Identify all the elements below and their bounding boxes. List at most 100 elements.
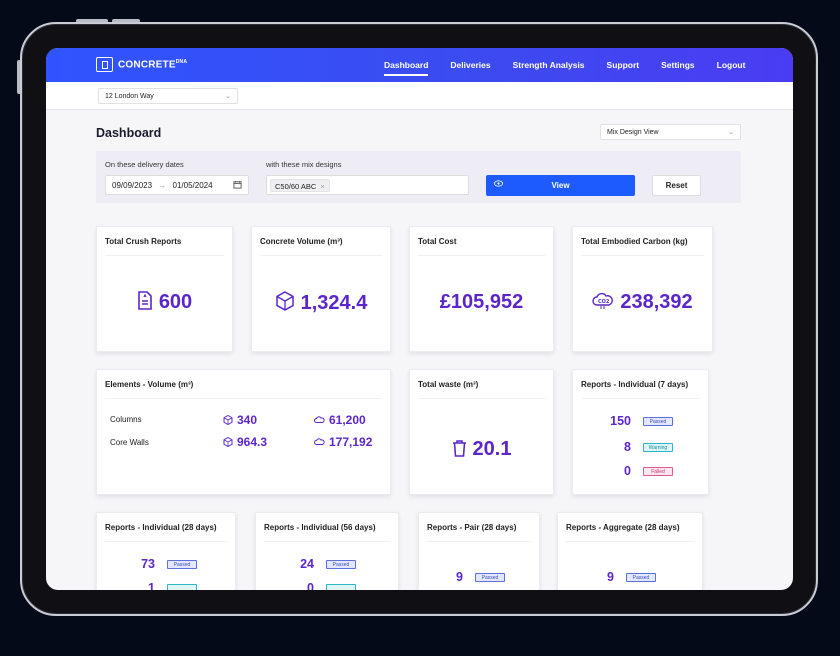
svg-text:CO2: CO2 xyxy=(598,299,610,305)
nav-support[interactable]: Support xyxy=(606,60,640,70)
nav-strength-analysis[interactable]: Strength Analysis xyxy=(512,60,585,70)
date-from: 09/09/2023 xyxy=(112,181,153,190)
view-button[interactable]: View xyxy=(486,175,635,196)
date-range-input[interactable]: 09/09/2023 → 01/05/2024 xyxy=(105,175,249,195)
mix-design-label: with these mix designs xyxy=(266,160,342,169)
stat-card-crush-reports: Total Crush Reports 600 xyxy=(96,226,233,352)
stat-card-total-cost: Total Cost £105,952 xyxy=(409,226,554,352)
reports-28-days-card: Reports - Individual (28 days) 73 Passed… xyxy=(96,512,236,590)
passed-count: 150 xyxy=(610,414,631,428)
element-carbon: 61,200 xyxy=(329,413,366,427)
date-range-label: On these delivery dates xyxy=(105,160,184,169)
co2-cloud-icon: CO2 xyxy=(592,292,614,316)
status-badge: Passed xyxy=(643,417,673,426)
failed-count: 0 xyxy=(624,464,631,478)
total-cost-value: £105,952 xyxy=(439,291,524,313)
embodied-carbon-value: 238,392 xyxy=(620,291,693,313)
card-title: Total Cost xyxy=(418,237,457,246)
page-title: Dashboard xyxy=(96,126,162,140)
date-to: 01/05/2024 xyxy=(172,181,213,190)
status-badge xyxy=(326,584,356,590)
logo-text: CONCRETE xyxy=(118,59,176,71)
logo[interactable]: CONCRETEDNA xyxy=(96,57,187,72)
view-mode-value: Mix Design View xyxy=(607,129,659,136)
warning-count: 8 xyxy=(624,440,631,454)
element-volume: 964.3 xyxy=(237,435,268,449)
crush-reports-value: 600 xyxy=(158,291,193,313)
element-name: Columns xyxy=(110,415,142,424)
stat-card-embodied-carbon: Total Embodied Carbon (kg) CO2 238,392 xyxy=(572,226,713,352)
nav-dashboard[interactable]: Dashboard xyxy=(384,60,429,76)
element-volume: 340 xyxy=(237,413,258,427)
reset-button[interactable]: Reset xyxy=(652,175,701,196)
card-title: Total Crush Reports xyxy=(105,237,182,246)
cube-icon xyxy=(223,436,233,450)
reports-aggregate-card: Reports - Aggregate (28 days) 9 Passed xyxy=(557,512,703,590)
chevron-down-icon: ⌄ xyxy=(728,129,734,136)
chevron-down-icon: ⌄ xyxy=(225,93,231,100)
co2-cloud-icon xyxy=(314,414,325,428)
status-badge: Passed xyxy=(167,560,197,569)
status-badge: Passed xyxy=(626,573,656,582)
warning-count: 1 xyxy=(148,581,155,590)
card-title: Reports - Pair (28 days) xyxy=(427,523,517,532)
eye-icon xyxy=(494,180,503,189)
element-carbon: 177,192 xyxy=(329,435,373,449)
cube-icon xyxy=(275,291,295,317)
bin-icon xyxy=(452,439,467,463)
concrete-volume-value: 1,324.4 xyxy=(300,292,368,314)
card-title: Total Embodied Carbon (kg) xyxy=(581,237,688,246)
reports-pair-card: Reports - Pair (28 days) 9 Passed xyxy=(418,512,540,590)
passed-count: 73 xyxy=(141,557,155,571)
remove-tag-icon[interactable]: × xyxy=(320,182,325,191)
elements-volume-card: Elements - Volume (m³) Columns 340 61,20… xyxy=(96,369,391,495)
view-button-label: View xyxy=(551,181,570,190)
total-waste-value: 20.1 xyxy=(472,438,512,460)
element-name: Core Walls xyxy=(110,438,149,447)
cube-icon xyxy=(223,414,233,428)
passed-count: 9 xyxy=(456,570,463,584)
volume-up-button xyxy=(76,19,108,23)
card-title: Reports - Individual (7 days) xyxy=(581,380,689,389)
calendar-icon[interactable] xyxy=(233,180,242,191)
filter-panel: On these delivery dates with these mix d… xyxy=(96,151,741,203)
card-title: Reports - Individual (56 days) xyxy=(264,523,376,532)
stat-card-concrete-volume: Concrete Volume (m³) 1,324.4 xyxy=(251,226,391,352)
reports-7-days-card: Reports - Individual (7 days) 150 Passed… xyxy=(572,369,709,495)
site-select-value: 12 London Way xyxy=(105,93,154,100)
passed-count: 9 xyxy=(607,570,614,584)
mix-design-tag: C50/60 ABC × xyxy=(270,179,330,192)
volume-down-button xyxy=(112,19,140,23)
mix-design-tag-label: C50/60 ABC xyxy=(275,182,317,191)
nav-logout[interactable]: Logout xyxy=(716,60,746,70)
status-badge: Failed xyxy=(643,467,673,476)
nav-settings[interactable]: Settings xyxy=(661,60,695,70)
warning-count: 0 xyxy=(307,581,314,590)
co2-cloud-icon xyxy=(314,436,325,450)
logo-superscript: DNA xyxy=(175,58,188,65)
mix-design-input[interactable]: C50/60 ABC × xyxy=(266,175,469,195)
card-title: Elements - Volume (m³) xyxy=(105,380,194,389)
status-badge: Warning xyxy=(643,443,673,452)
status-badge: Passed xyxy=(475,573,505,582)
card-title: Total waste (m³) xyxy=(418,380,479,389)
passed-count: 24 xyxy=(300,557,314,571)
date-arrow: → xyxy=(158,181,167,190)
top-navbar: CONCRETEDNA Dashboard Deliveries Strengt… xyxy=(46,48,793,82)
total-waste-card: Total waste (m³) 20.1 xyxy=(409,369,554,495)
site-select[interactable]: 12 London Way ⌄ xyxy=(98,88,238,104)
document-icon xyxy=(137,291,153,316)
app-screen: CONCRETEDNA Dashboard Deliveries Strengt… xyxy=(46,48,793,590)
nav-deliveries[interactable]: Deliveries xyxy=(450,60,491,70)
view-mode-select[interactable]: Mix Design View ⌄ xyxy=(600,124,741,140)
card-title: Reports - Individual (28 days) xyxy=(105,523,217,532)
card-title: Concrete Volume (m³) xyxy=(260,237,343,246)
power-button xyxy=(17,60,21,94)
reports-56-days-card: Reports - Individual (56 days) 24 Passed… xyxy=(255,512,399,590)
logo-icon xyxy=(96,57,113,72)
status-badge xyxy=(167,584,197,590)
main-nav: Dashboard Deliveries Strength Analysis S… xyxy=(384,60,767,76)
card-title: Reports - Aggregate (28 days) xyxy=(566,523,680,532)
status-badge: Passed xyxy=(326,560,356,569)
site-bar: 12 London Way ⌄ xyxy=(46,82,793,110)
